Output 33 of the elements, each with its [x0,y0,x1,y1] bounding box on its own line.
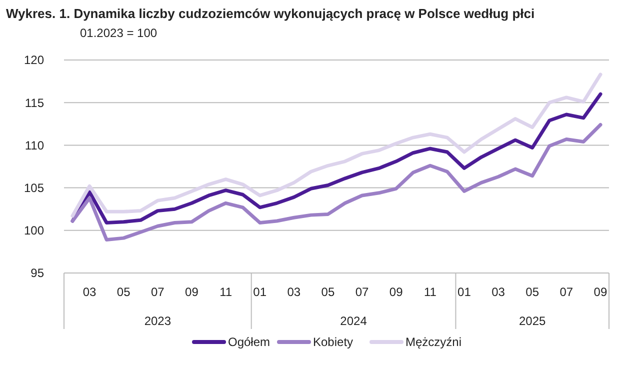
x-tick-label: 05 [116,285,131,299]
x-tick-label: 01 [458,285,472,299]
x-tick-label: 07 [150,285,165,299]
y-tick-label: 110 [24,138,44,152]
line-series [70,72,602,218]
x-tick-label: 03 [287,285,301,299]
y-tick-label: 120 [24,53,44,68]
chart-title: Wykres. 1. Dynamika liczby cudzoziemców wykonujących pracę w Polsce według płci [6,6,535,21]
line-series [70,92,602,224]
y-tick-label: 95 [30,266,44,280]
x-tick-label: 03 [82,285,97,299]
x-tick-label: 09 [185,285,199,299]
x-tick-label: 05 [321,285,335,299]
x-tick-label: 05 [526,285,540,299]
x-tick-label: 07 [355,285,370,299]
x-tick-label: 09 [594,285,608,299]
y-tick-label: 105 [24,181,44,195]
x-tick-label: 01 [253,285,267,299]
x-tick-label: 11 [424,285,437,299]
text: 2024 [340,314,368,328]
chart-subtitle: 01.2023 = 100 [80,26,158,40]
x-tick-label: 09 [389,285,404,299]
y-tick-label: 115 [24,96,44,110]
x-tick-label: 11 [220,285,232,299]
y-tick-label: 100 [24,224,44,238]
legend-label: Kobiety [313,335,354,350]
legend-label: Ogółem [228,335,270,350]
legend-label: Mężczyźni [406,335,462,350]
x-tick-label: 07 [560,285,574,299]
x-tick-label: 03 [492,285,506,299]
line-series [70,123,602,242]
text: 2023 [144,314,172,328]
text: 2025 [519,314,546,328]
